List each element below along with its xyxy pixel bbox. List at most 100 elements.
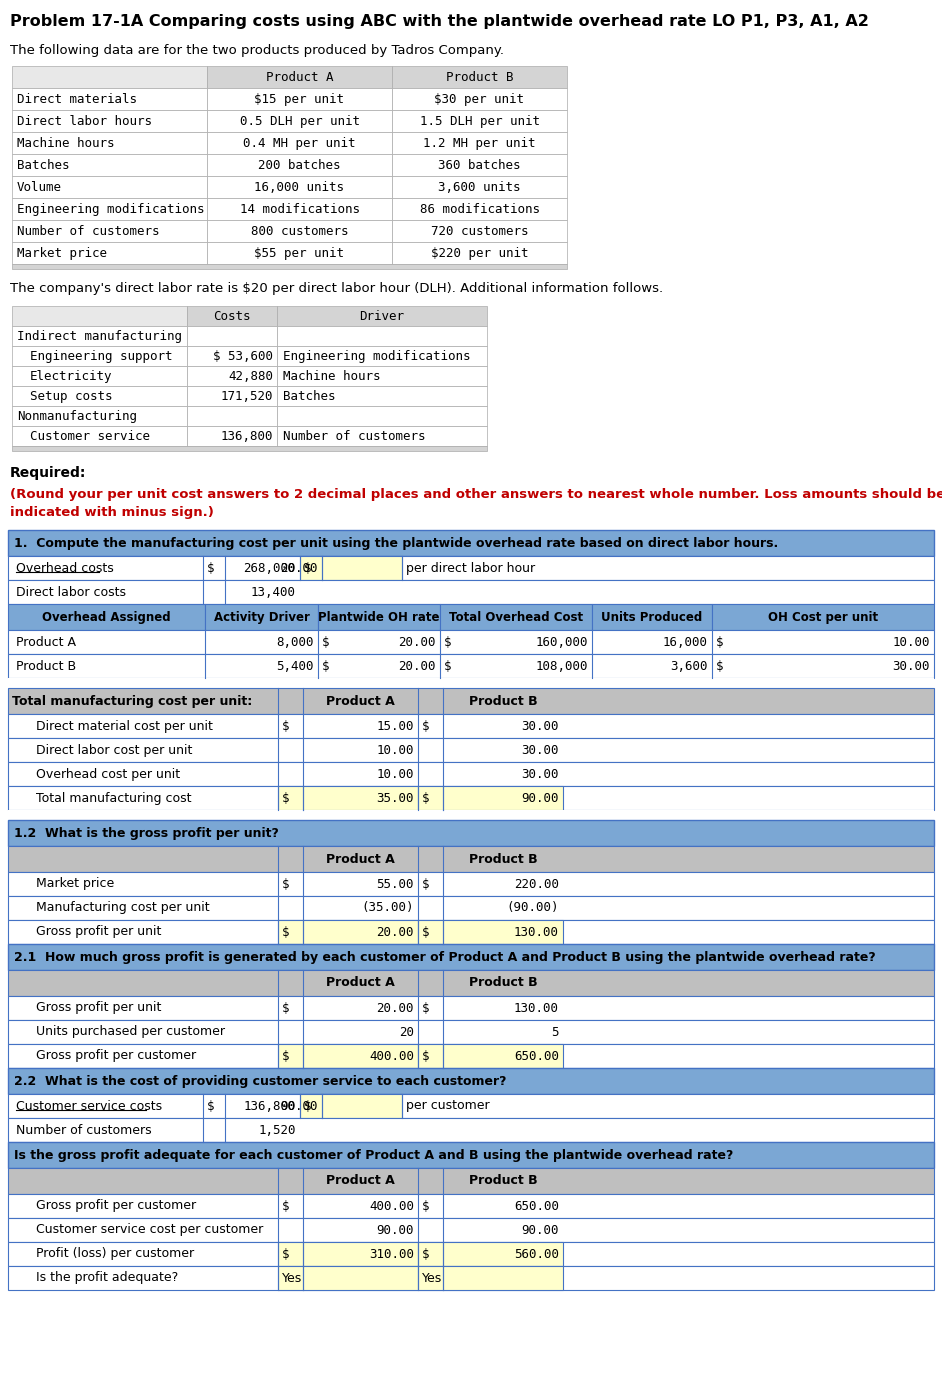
Text: 10.00: 10.00: [377, 744, 414, 756]
Text: Engineering support: Engineering support: [30, 350, 172, 362]
Text: 220.00: 220.00: [514, 878, 559, 890]
Text: 800 customers: 800 customers: [251, 224, 349, 238]
Text: Gross profit per customer: Gross profit per customer: [36, 1049, 196, 1063]
Text: 400.00: 400.00: [369, 1200, 414, 1212]
Text: $: $: [422, 1248, 430, 1260]
Bar: [8, 531, 934, 556]
Text: Volume: Volume: [17, 181, 62, 193]
Text: Overhead Assigned: Overhead Assigned: [42, 611, 171, 623]
Text: Product A: Product A: [326, 695, 395, 708]
Text: 20.00: 20.00: [377, 926, 414, 938]
Text: Setup costs: Setup costs: [30, 390, 112, 402]
Bar: [12, 305, 187, 326]
Text: Yes: Yes: [422, 1271, 442, 1284]
Text: 650.00: 650.00: [514, 1049, 559, 1063]
Bar: [418, 1266, 563, 1289]
Bar: [8, 1118, 934, 1142]
Bar: [8, 1266, 934, 1289]
Text: (35.00): (35.00): [362, 901, 414, 915]
Bar: [187, 406, 277, 426]
Bar: [8, 679, 934, 688]
Text: 5: 5: [551, 1025, 559, 1038]
Text: 3,600 units: 3,600 units: [438, 181, 521, 193]
Text: The following data are for the two products produced by Tadros Company.: The following data are for the two produ…: [10, 44, 504, 57]
Text: 0.4 MH per unit: 0.4 MH per unit: [243, 137, 356, 149]
Text: $: $: [282, 1200, 289, 1212]
Bar: [207, 88, 392, 111]
Text: 130.00: 130.00: [514, 1002, 559, 1014]
Text: Direct materials: Direct materials: [17, 93, 137, 105]
Text: 160,000: 160,000: [535, 636, 588, 648]
Bar: [318, 604, 440, 630]
Text: 20: 20: [399, 1025, 414, 1038]
Text: Number of customers: Number of customers: [17, 224, 159, 238]
Text: 90.00: 90.00: [522, 1223, 559, 1237]
Text: $: $: [322, 636, 330, 648]
Text: 90.00: 90.00: [281, 1100, 318, 1113]
Text: $: $: [444, 659, 451, 673]
Bar: [12, 426, 187, 446]
Text: 20.00: 20.00: [398, 659, 436, 673]
Text: Customer service: Customer service: [30, 430, 150, 442]
Bar: [277, 426, 487, 446]
Text: $: $: [207, 1100, 215, 1113]
Bar: [8, 1218, 934, 1242]
Text: Batches: Batches: [283, 390, 335, 402]
Text: Engineering modifications: Engineering modifications: [283, 350, 470, 362]
Bar: [278, 786, 418, 810]
Text: Indirect manufacturing: Indirect manufacturing: [17, 329, 182, 343]
Text: $: $: [422, 1002, 430, 1014]
Bar: [277, 386, 487, 406]
Text: 14 modifications: 14 modifications: [239, 203, 360, 216]
Bar: [592, 604, 712, 630]
Bar: [392, 242, 567, 264]
Bar: [277, 366, 487, 386]
Text: $: $: [282, 1002, 289, 1014]
Bar: [8, 604, 205, 630]
Bar: [8, 846, 934, 872]
Text: $30 per unit: $30 per unit: [434, 93, 525, 105]
Text: Nonmanufacturing: Nonmanufacturing: [17, 409, 137, 423]
Text: $: $: [304, 1100, 312, 1113]
Text: 30.00: 30.00: [522, 744, 559, 756]
Bar: [8, 896, 934, 920]
Text: 136,800: 136,800: [243, 1100, 296, 1113]
Bar: [8, 1242, 934, 1266]
Text: $: $: [444, 636, 451, 648]
Bar: [187, 346, 277, 366]
Text: indicated with minus sign.): indicated with minus sign.): [10, 506, 214, 520]
Bar: [207, 176, 392, 198]
Text: Direct labor costs: Direct labor costs: [16, 586, 126, 598]
Bar: [418, 1043, 563, 1068]
Bar: [8, 1142, 934, 1168]
Text: Required:: Required:: [10, 466, 87, 480]
Text: 90.00: 90.00: [522, 792, 559, 804]
Text: $: $: [207, 561, 215, 575]
Bar: [8, 1020, 934, 1043]
Text: 30.00: 30.00: [522, 720, 559, 732]
Text: Number of customers: Number of customers: [283, 430, 426, 442]
Bar: [418, 920, 563, 944]
Text: 55.00: 55.00: [377, 878, 414, 890]
Bar: [278, 1242, 418, 1266]
Text: Problem 17-1A Comparing costs using ABC with the plantwide overhead rate LO P1, : Problem 17-1A Comparing costs using ABC …: [10, 14, 869, 29]
Bar: [8, 580, 934, 604]
Text: 20.00: 20.00: [377, 1002, 414, 1014]
Text: 360 batches: 360 batches: [438, 159, 521, 171]
Bar: [207, 242, 392, 264]
Bar: [12, 153, 207, 176]
Text: 10.00: 10.00: [892, 636, 930, 648]
Text: 3,600: 3,600: [671, 659, 708, 673]
Bar: [187, 426, 277, 446]
Bar: [277, 346, 487, 366]
Text: Is the profit adequate?: Is the profit adequate?: [36, 1271, 178, 1284]
Text: Units purchased per customer: Units purchased per customer: [36, 1025, 225, 1038]
Bar: [392, 88, 567, 111]
Bar: [207, 111, 392, 133]
Text: Product B: Product B: [469, 1175, 537, 1187]
Text: $: $: [304, 561, 312, 575]
Bar: [12, 198, 207, 220]
Bar: [300, 1095, 402, 1118]
Text: Product B: Product B: [446, 70, 513, 83]
Text: 0.5 DLH per unit: 0.5 DLH per unit: [239, 115, 360, 127]
